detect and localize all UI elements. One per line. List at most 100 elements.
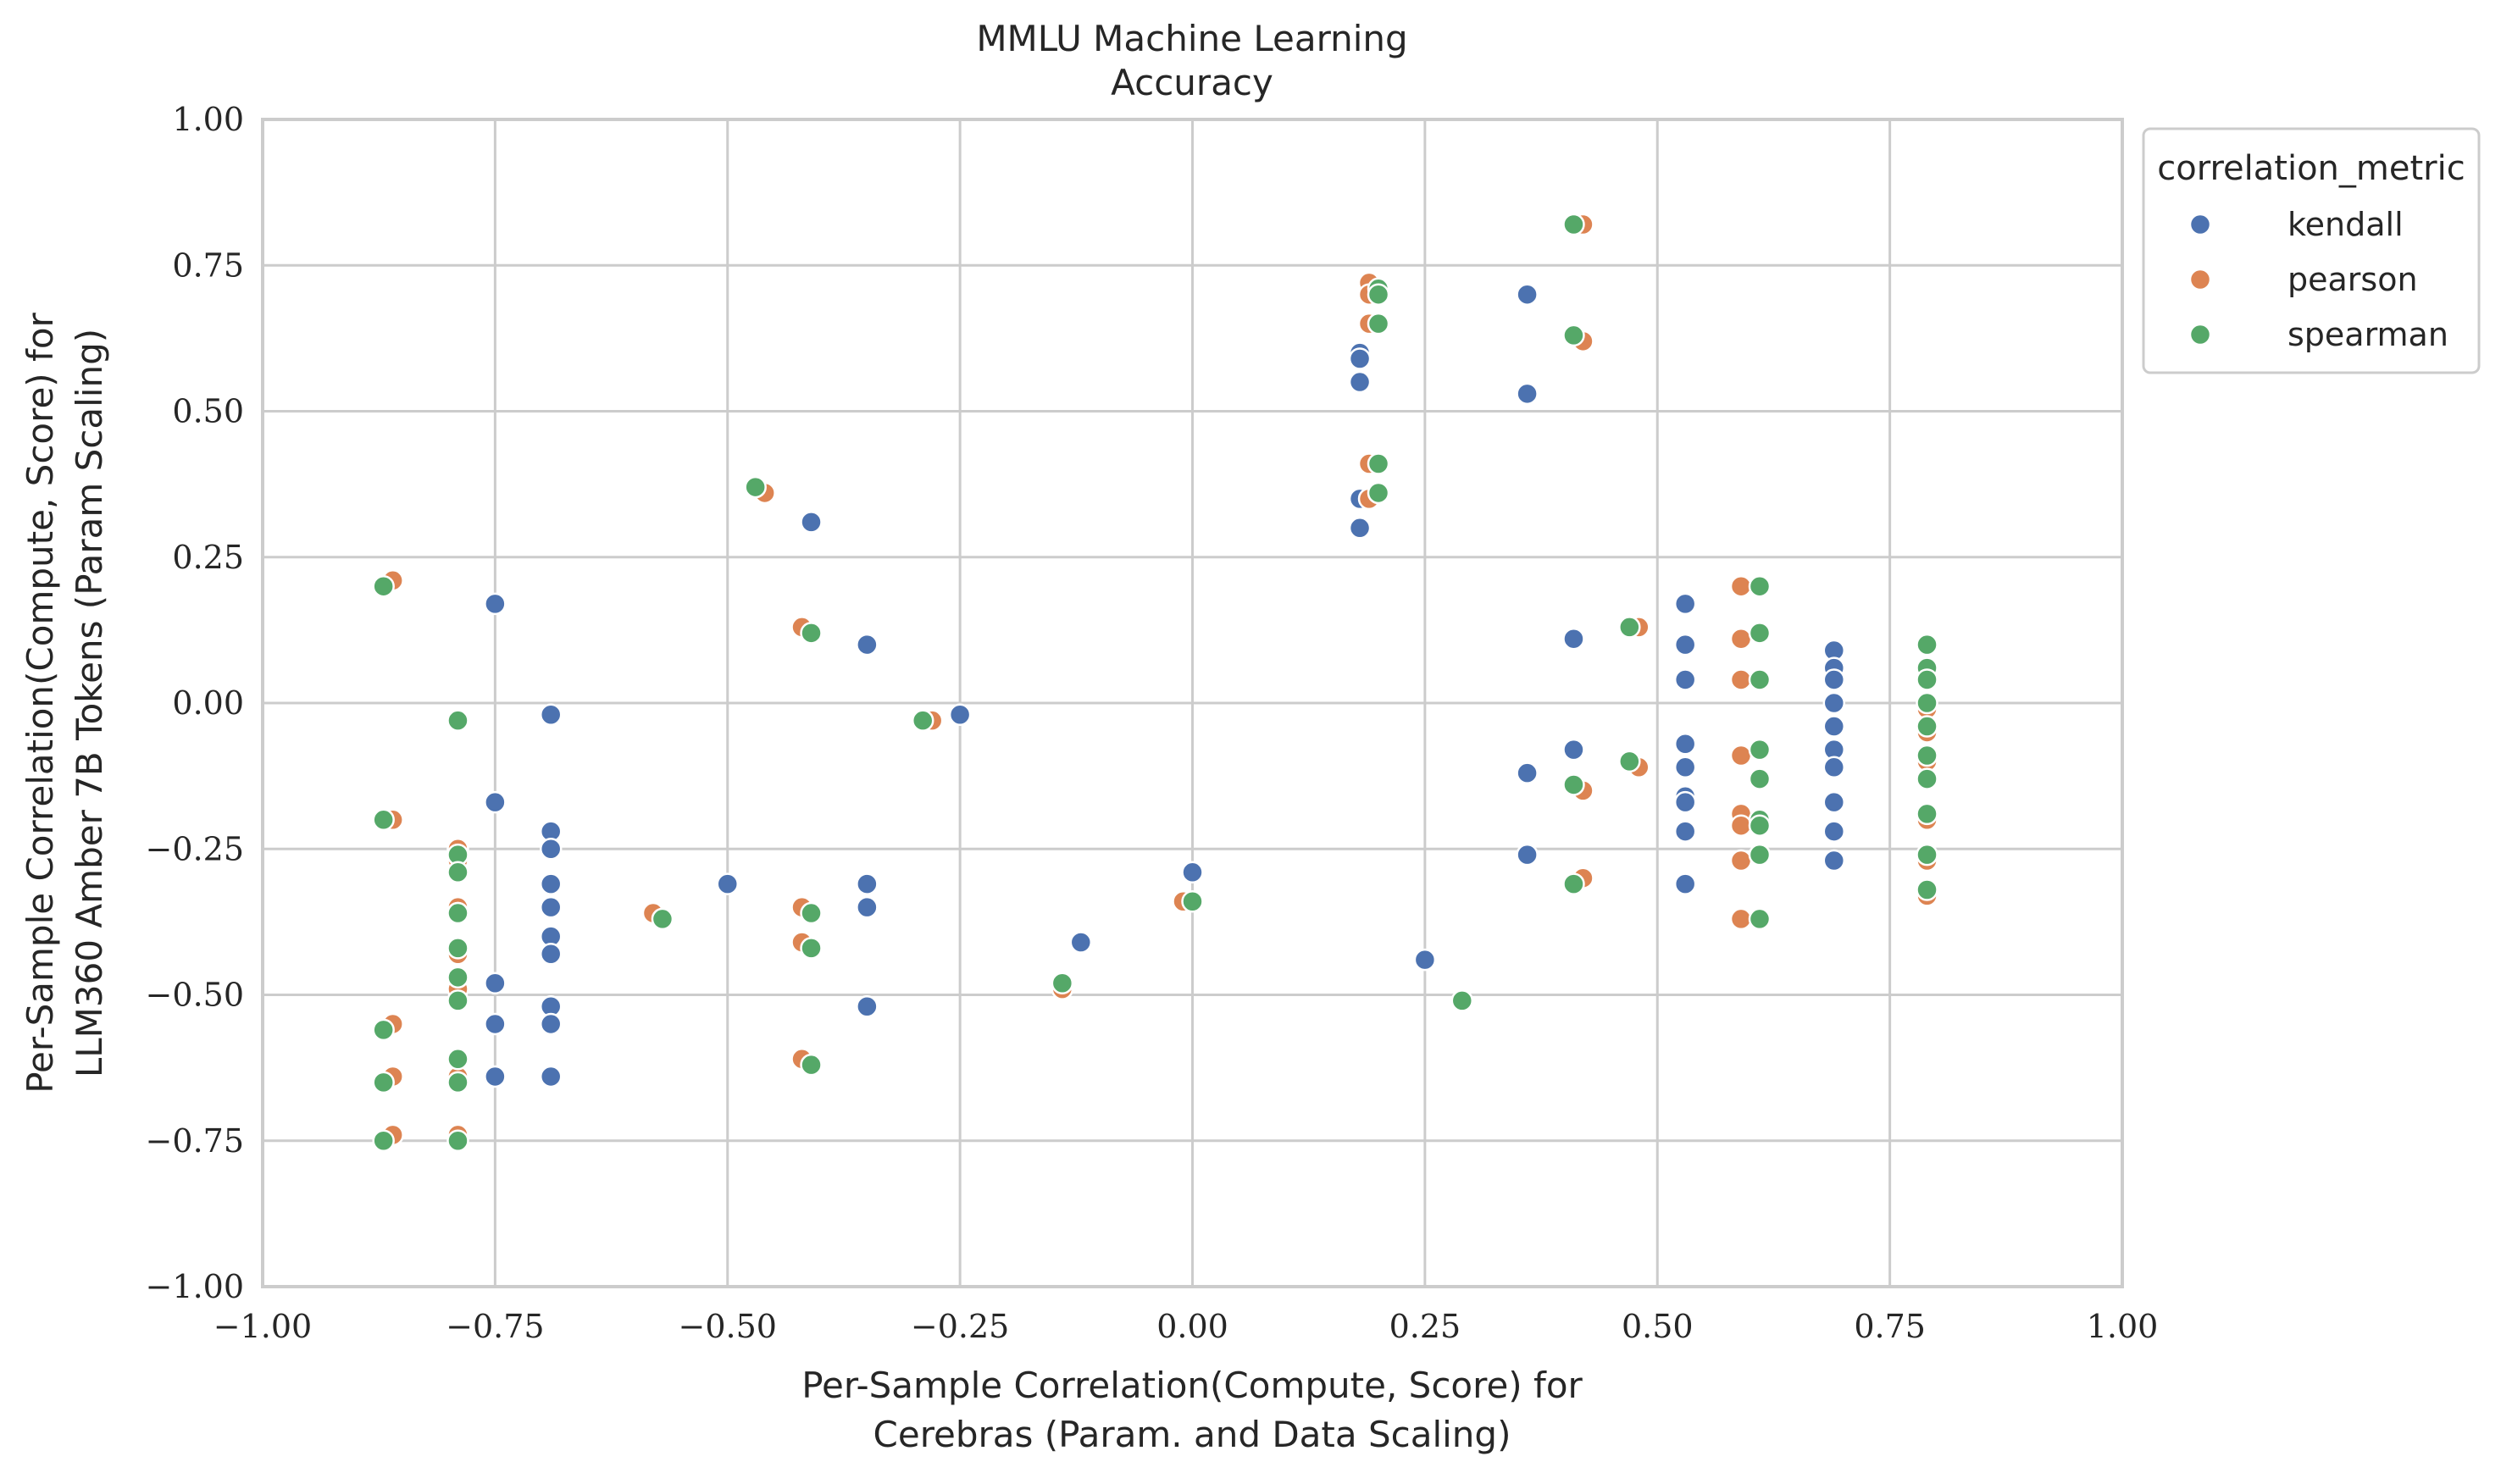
spearman-point bbox=[1618, 616, 1641, 639]
y-tick-label: 0.75 bbox=[172, 246, 244, 284]
x-tick-label: 0.25 bbox=[1389, 1308, 1461, 1345]
kendall-point bbox=[856, 895, 879, 919]
kendall-point bbox=[1516, 382, 1539, 406]
spearman-point bbox=[744, 475, 767, 499]
kendall-point bbox=[1822, 849, 1846, 872]
spearman-point bbox=[1051, 972, 1074, 994]
spearman-point bbox=[1450, 989, 1474, 1012]
kendall-point bbox=[1181, 861, 1204, 884]
spearman-point bbox=[446, 1048, 469, 1071]
kendall-point bbox=[1516, 843, 1539, 867]
spearman-point bbox=[446, 1071, 469, 1094]
y-tick-label: 0.50 bbox=[172, 393, 244, 430]
legend-label-kendall: kendall bbox=[2288, 206, 2404, 243]
kendall-point bbox=[1673, 790, 1697, 814]
x-tick-label: −0.75 bbox=[446, 1308, 544, 1345]
spearman-point bbox=[800, 901, 823, 925]
kendall-point bbox=[539, 703, 563, 727]
chart-title-line-1: MMLU Machine Learning bbox=[976, 18, 1407, 59]
kendall-point bbox=[484, 592, 507, 616]
spearman-point bbox=[1367, 452, 1390, 475]
kendall-point bbox=[1822, 790, 1846, 814]
kendall-point bbox=[1822, 756, 1846, 779]
x-tick-label: −0.25 bbox=[911, 1308, 1009, 1345]
kendall-point bbox=[1069, 931, 1093, 954]
series-spearman bbox=[372, 213, 1938, 1152]
spearman-point bbox=[1916, 668, 1938, 691]
kendall-point bbox=[539, 895, 563, 919]
spearman-point bbox=[372, 1018, 395, 1042]
spearman-point bbox=[1748, 767, 1772, 790]
kendall-point bbox=[1822, 668, 1846, 691]
pearson-point bbox=[1729, 627, 1753, 651]
pearson-point bbox=[1729, 907, 1753, 931]
spearman-point bbox=[1748, 843, 1772, 867]
legend-title: correlation_metric bbox=[2157, 149, 2465, 188]
spearman-point bbox=[446, 901, 469, 925]
y-tick-label: −0.75 bbox=[146, 1122, 244, 1160]
kendall-point bbox=[1562, 738, 1585, 761]
y-tick-label: 0.25 bbox=[172, 539, 244, 576]
spearman-point bbox=[1562, 773, 1585, 796]
y-tick-label: 1.00 bbox=[172, 101, 244, 138]
kendall-point bbox=[856, 995, 879, 1018]
spearman-point bbox=[372, 1129, 395, 1152]
spearman-point bbox=[446, 861, 469, 884]
plot-frame bbox=[261, 118, 2124, 1288]
spearman-point bbox=[1916, 802, 1938, 826]
spearman-point bbox=[1916, 744, 1938, 767]
legend-marker-kendall bbox=[2188, 213, 2212, 236]
spearman-point bbox=[1748, 622, 1772, 645]
spearman-point bbox=[1748, 907, 1772, 931]
kendall-point bbox=[1516, 283, 1539, 306]
pearson-point bbox=[1729, 849, 1753, 872]
x-tick-label: 0.75 bbox=[1854, 1308, 1926, 1345]
y-tick-label: 0.00 bbox=[172, 684, 244, 722]
kendall-point bbox=[539, 1065, 563, 1088]
kendall-point bbox=[484, 1012, 507, 1036]
kendall-point bbox=[1673, 592, 1697, 616]
legend-box bbox=[2142, 127, 2481, 374]
pearson-point bbox=[1729, 744, 1753, 767]
x-tick-labels: −1.00 −0.75 −0.50 −0.25 0.00 0.25 0.50 0.75 1.00 bbox=[214, 1308, 2159, 1345]
spearman-point bbox=[800, 1053, 823, 1077]
spearman-point bbox=[372, 1071, 395, 1094]
kendall-point bbox=[1348, 517, 1372, 540]
legend-label-pearson: pearson bbox=[2288, 261, 2418, 298]
kendall-point bbox=[539, 1012, 563, 1036]
kendall-point bbox=[1673, 732, 1697, 756]
kendall-point bbox=[1822, 691, 1846, 715]
spearman-point bbox=[1916, 715, 1938, 738]
y-axis-label-line-2: LLM360 Amber 7B Tokens (Param Scaling) bbox=[69, 329, 110, 1077]
pearson-point bbox=[1729, 574, 1753, 598]
kendall-point bbox=[1348, 370, 1372, 394]
kendall-point bbox=[1413, 948, 1437, 972]
x-tick-label: −1.00 bbox=[214, 1308, 312, 1345]
spearman-point bbox=[1748, 668, 1772, 691]
spearman-point bbox=[800, 937, 823, 960]
spearman-point bbox=[1916, 767, 1938, 790]
kendall-point bbox=[800, 511, 823, 534]
kendall-point bbox=[1673, 820, 1697, 843]
spearman-point bbox=[372, 808, 395, 832]
y-tick-label: −0.25 bbox=[146, 830, 244, 867]
kendall-point bbox=[1673, 756, 1697, 779]
spearman-point bbox=[446, 966, 469, 989]
kendall-point bbox=[1673, 668, 1697, 691]
kendall-point bbox=[716, 872, 739, 895]
spearman-point bbox=[1916, 633, 1938, 656]
spearman-point bbox=[1916, 843, 1938, 867]
y-axis-label-line-1: Per-Sample Correlation(Compute, Score) f… bbox=[19, 312, 61, 1093]
y-tick-label: −0.50 bbox=[146, 977, 244, 1014]
kendall-point bbox=[484, 972, 507, 994]
spearman-point bbox=[1562, 324, 1585, 347]
kendall-point bbox=[1822, 820, 1846, 843]
legend: correlation_metric kendall pearson spearma… bbox=[2142, 127, 2481, 374]
series-kendall bbox=[484, 283, 1846, 1088]
pearson-point bbox=[1729, 668, 1753, 691]
spearman-point bbox=[1748, 574, 1772, 598]
x-tick-label: 0.00 bbox=[1156, 1308, 1228, 1345]
spearman-point bbox=[911, 709, 934, 732]
x-tick-label: −0.50 bbox=[679, 1308, 777, 1345]
chart-title-line-2: Accuracy bbox=[1111, 62, 1273, 103]
